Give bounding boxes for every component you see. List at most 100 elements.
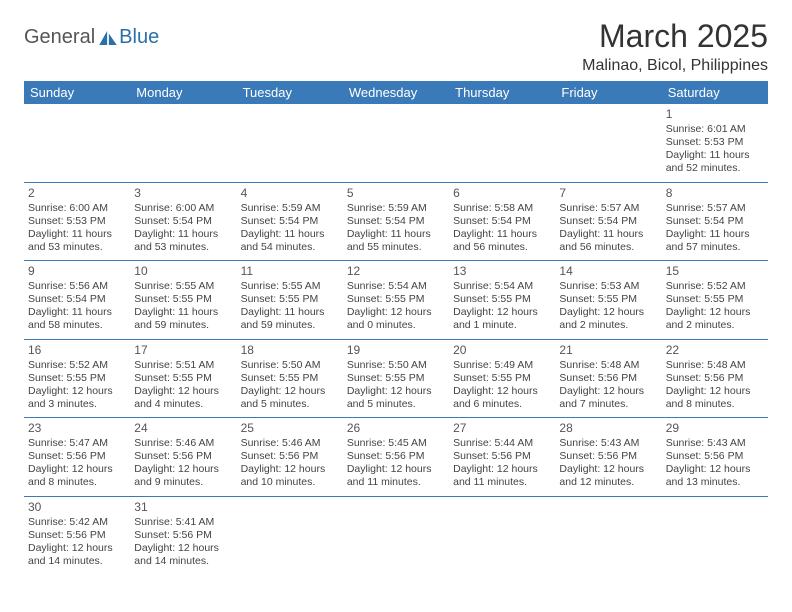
day-number: 27 bbox=[453, 421, 551, 436]
daylight-line: Daylight: 12 hours and 7 minutes. bbox=[559, 385, 657, 411]
sunset-line: Sunset: 5:54 PM bbox=[347, 215, 445, 228]
day-number: 21 bbox=[559, 343, 657, 358]
sunrise-line: Sunrise: 5:41 AM bbox=[134, 516, 232, 529]
daylight-line: Daylight: 12 hours and 0 minutes. bbox=[347, 306, 445, 332]
daylight-line: Daylight: 11 hours and 56 minutes. bbox=[453, 228, 551, 254]
day-number: 6 bbox=[453, 186, 551, 201]
calendar-day: 14Sunrise: 5:53 AMSunset: 5:55 PMDayligh… bbox=[555, 261, 661, 340]
daylight-line: Daylight: 12 hours and 14 minutes. bbox=[134, 542, 232, 568]
day-number: 17 bbox=[134, 343, 232, 358]
sunrise-line: Sunrise: 5:59 AM bbox=[347, 202, 445, 215]
calendar-day: 7Sunrise: 5:57 AMSunset: 5:54 PMDaylight… bbox=[555, 182, 661, 261]
calendar-day-empty bbox=[24, 104, 130, 182]
calendar-day: 13Sunrise: 5:54 AMSunset: 5:55 PMDayligh… bbox=[449, 261, 555, 340]
calendar-day: 24Sunrise: 5:46 AMSunset: 5:56 PMDayligh… bbox=[130, 418, 236, 497]
sunrise-line: Sunrise: 5:59 AM bbox=[241, 202, 339, 215]
sunset-line: Sunset: 5:56 PM bbox=[666, 372, 764, 385]
calendar-day-empty bbox=[130, 104, 236, 182]
daylight-line: Daylight: 11 hours and 54 minutes. bbox=[241, 228, 339, 254]
daylight-line: Daylight: 12 hours and 5 minutes. bbox=[347, 385, 445, 411]
sunset-line: Sunset: 5:55 PM bbox=[28, 372, 126, 385]
calendar-day: 25Sunrise: 5:46 AMSunset: 5:56 PMDayligh… bbox=[237, 418, 343, 497]
day-number: 18 bbox=[241, 343, 339, 358]
header: General Blue March 2025 Malinao, Bicol, … bbox=[24, 18, 768, 75]
calendar-week: 9Sunrise: 5:56 AMSunset: 5:54 PMDaylight… bbox=[24, 261, 768, 340]
location: Malinao, Bicol, Philippines bbox=[582, 57, 768, 75]
day-header: Sunday bbox=[24, 81, 130, 104]
calendar-day-empty bbox=[555, 496, 661, 574]
calendar-day: 20Sunrise: 5:49 AMSunset: 5:55 PMDayligh… bbox=[449, 339, 555, 418]
calendar-day: 5Sunrise: 5:59 AMSunset: 5:54 PMDaylight… bbox=[343, 182, 449, 261]
sunrise-line: Sunrise: 5:52 AM bbox=[28, 359, 126, 372]
sunrise-line: Sunrise: 5:52 AM bbox=[666, 280, 764, 293]
day-number: 23 bbox=[28, 421, 126, 436]
day-number: 26 bbox=[347, 421, 445, 436]
day-number: 25 bbox=[241, 421, 339, 436]
daylight-line: Daylight: 12 hours and 1 minute. bbox=[453, 306, 551, 332]
sunset-line: Sunset: 5:54 PM bbox=[666, 215, 764, 228]
day-number: 19 bbox=[347, 343, 445, 358]
daylight-line: Daylight: 11 hours and 58 minutes. bbox=[28, 306, 126, 332]
sunset-line: Sunset: 5:56 PM bbox=[347, 450, 445, 463]
daylight-line: Daylight: 12 hours and 4 minutes. bbox=[134, 385, 232, 411]
sunrise-line: Sunrise: 5:53 AM bbox=[559, 280, 657, 293]
day-number: 3 bbox=[134, 186, 232, 201]
sunset-line: Sunset: 5:55 PM bbox=[241, 372, 339, 385]
calendar-day: 30Sunrise: 5:42 AMSunset: 5:56 PMDayligh… bbox=[24, 496, 130, 574]
day-header: Wednesday bbox=[343, 81, 449, 104]
daylight-line: Daylight: 11 hours and 56 minutes. bbox=[559, 228, 657, 254]
sunrise-line: Sunrise: 6:00 AM bbox=[134, 202, 232, 215]
sunset-line: Sunset: 5:56 PM bbox=[28, 529, 126, 542]
day-number: 8 bbox=[666, 186, 764, 201]
daylight-line: Daylight: 12 hours and 11 minutes. bbox=[453, 463, 551, 489]
calendar-week: 30Sunrise: 5:42 AMSunset: 5:56 PMDayligh… bbox=[24, 496, 768, 574]
sunrise-line: Sunrise: 5:48 AM bbox=[666, 359, 764, 372]
logo: General Blue bbox=[24, 18, 159, 49]
calendar-day: 6Sunrise: 5:58 AMSunset: 5:54 PMDaylight… bbox=[449, 182, 555, 261]
calendar-day-empty bbox=[343, 496, 449, 574]
logo-text-general: General bbox=[24, 26, 95, 49]
sunset-line: Sunset: 5:55 PM bbox=[666, 293, 764, 306]
sunrise-line: Sunrise: 5:58 AM bbox=[453, 202, 551, 215]
calendar-day: 31Sunrise: 5:41 AMSunset: 5:56 PMDayligh… bbox=[130, 496, 236, 574]
calendar-day: 2Sunrise: 6:00 AMSunset: 5:53 PMDaylight… bbox=[24, 182, 130, 261]
daylight-line: Daylight: 12 hours and 12 minutes. bbox=[559, 463, 657, 489]
daylight-line: Daylight: 12 hours and 5 minutes. bbox=[241, 385, 339, 411]
calendar-body: 1Sunrise: 6:01 AMSunset: 5:53 PMDaylight… bbox=[24, 104, 768, 574]
calendar-week: 2Sunrise: 6:00 AMSunset: 5:53 PMDaylight… bbox=[24, 182, 768, 261]
calendar-day: 21Sunrise: 5:48 AMSunset: 5:56 PMDayligh… bbox=[555, 339, 661, 418]
day-number: 10 bbox=[134, 264, 232, 279]
sunrise-line: Sunrise: 6:01 AM bbox=[666, 123, 764, 136]
day-number: 2 bbox=[28, 186, 126, 201]
sunset-line: Sunset: 5:55 PM bbox=[134, 372, 232, 385]
sunrise-line: Sunrise: 5:47 AM bbox=[28, 437, 126, 450]
sail-icon bbox=[99, 31, 117, 45]
daylight-line: Daylight: 12 hours and 6 minutes. bbox=[453, 385, 551, 411]
calendar-day-empty bbox=[555, 104, 661, 182]
day-header: Tuesday bbox=[237, 81, 343, 104]
sunset-line: Sunset: 5:53 PM bbox=[666, 136, 764, 149]
sunset-line: Sunset: 5:54 PM bbox=[453, 215, 551, 228]
sunset-line: Sunset: 5:54 PM bbox=[241, 215, 339, 228]
logo-text-blue: Blue bbox=[119, 26, 159, 49]
sunset-line: Sunset: 5:56 PM bbox=[559, 372, 657, 385]
calendar-week: 16Sunrise: 5:52 AMSunset: 5:55 PMDayligh… bbox=[24, 339, 768, 418]
day-number: 14 bbox=[559, 264, 657, 279]
sunrise-line: Sunrise: 5:54 AM bbox=[347, 280, 445, 293]
calendar-day-empty bbox=[662, 496, 768, 574]
daylight-line: Daylight: 12 hours and 11 minutes. bbox=[347, 463, 445, 489]
sunrise-line: Sunrise: 5:57 AM bbox=[559, 202, 657, 215]
calendar-day: 27Sunrise: 5:44 AMSunset: 5:56 PMDayligh… bbox=[449, 418, 555, 497]
sunrise-line: Sunrise: 5:51 AM bbox=[134, 359, 232, 372]
calendar-day-empty bbox=[449, 496, 555, 574]
sunrise-line: Sunrise: 5:57 AM bbox=[666, 202, 764, 215]
calendar-day: 19Sunrise: 5:50 AMSunset: 5:55 PMDayligh… bbox=[343, 339, 449, 418]
sunset-line: Sunset: 5:56 PM bbox=[134, 529, 232, 542]
sunrise-line: Sunrise: 5:45 AM bbox=[347, 437, 445, 450]
daylight-line: Daylight: 11 hours and 53 minutes. bbox=[134, 228, 232, 254]
daylight-line: Daylight: 12 hours and 14 minutes. bbox=[28, 542, 126, 568]
month-title: March 2025 bbox=[582, 18, 768, 55]
day-number: 9 bbox=[28, 264, 126, 279]
calendar-day: 29Sunrise: 5:43 AMSunset: 5:56 PMDayligh… bbox=[662, 418, 768, 497]
sunset-line: Sunset: 5:56 PM bbox=[241, 450, 339, 463]
